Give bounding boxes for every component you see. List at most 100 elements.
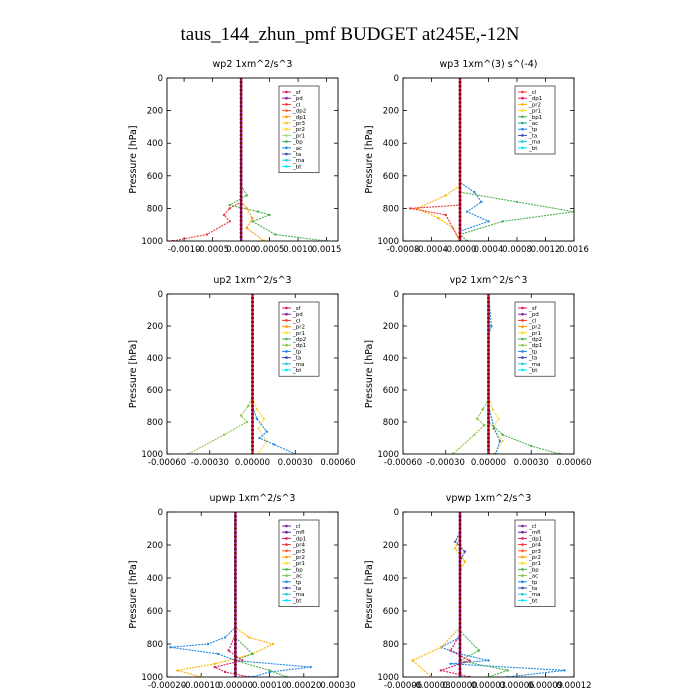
x-tick-label: -0.0008	[387, 245, 420, 255]
profile-marker	[251, 408, 254, 412]
profile-marker	[234, 642, 237, 646]
profile-marker	[239, 202, 243, 206]
series-line	[452, 294, 490, 454]
legend-marker	[285, 580, 288, 584]
profile-marker	[487, 368, 490, 372]
series-point	[257, 427, 260, 430]
profile-marker	[234, 580, 237, 584]
y-tick-label: 400	[147, 354, 163, 364]
profile-marker	[458, 539, 462, 543]
series-point	[408, 207, 412, 210]
profile-marker	[487, 428, 490, 432]
legend-label: _tp	[528, 349, 538, 355]
legend-label: _pr3	[292, 121, 306, 127]
profile-marker	[458, 617, 462, 621]
legend-label: _mfl	[528, 530, 541, 536]
profile-marker	[239, 186, 243, 190]
y-tick-label: 200	[383, 322, 399, 332]
legend-label: _pr1	[528, 109, 541, 115]
series-point	[251, 652, 254, 656]
profile-marker	[234, 576, 237, 580]
profile-marker	[458, 605, 462, 609]
profile-marker	[251, 360, 254, 364]
series-line	[458, 512, 510, 677]
x-tick-label: 0.0008	[502, 245, 532, 255]
series-point	[206, 642, 210, 646]
legend-marker	[521, 592, 524, 596]
profile-marker	[458, 535, 462, 539]
legend-marker	[285, 592, 288, 596]
series-point	[262, 417, 266, 420]
y-tick-label: 200	[147, 107, 163, 117]
series-point	[530, 444, 533, 448]
profile-marker	[251, 300, 254, 304]
profile-marker	[458, 584, 462, 588]
series-point	[223, 636, 227, 639]
profile-marker	[458, 101, 462, 104]
profile-marker	[487, 420, 490, 424]
legend-label: _pr3	[292, 549, 306, 555]
profile-marker	[239, 162, 243, 166]
profile-marker	[458, 137, 462, 141]
x-tick-label: 0.0000	[226, 245, 256, 255]
profile-marker	[458, 523, 462, 526]
profile-marker	[251, 344, 254, 348]
profile-marker	[239, 198, 243, 202]
series-line	[415, 78, 461, 241]
profile-marker	[251, 356, 254, 360]
profile-marker	[251, 412, 254, 416]
profile-marker	[234, 605, 237, 609]
x-tick-label: -0.00020	[148, 681, 186, 691]
profile-marker	[458, 227, 462, 231]
series-point	[465, 210, 469, 213]
profile-marker	[239, 129, 243, 133]
profile-marker	[458, 154, 462, 157]
series-point	[449, 662, 452, 665]
profile-marker	[458, 133, 462, 137]
series-point	[437, 217, 440, 220]
series-point	[454, 540, 457, 543]
legend-marker	[285, 127, 288, 131]
legend-label: _pr2	[528, 555, 541, 561]
legend-label: _pr4	[292, 543, 306, 549]
profile-marker	[251, 336, 254, 340]
x-tick-label: 0.0004	[474, 245, 504, 255]
legend-label: _pr1	[292, 133, 305, 139]
profile-marker	[239, 207, 243, 210]
x-tick-label: 0.00000	[442, 681, 477, 691]
series-point	[169, 646, 172, 649]
profile-marker	[251, 384, 254, 388]
legend-label: _bp	[528, 567, 539, 573]
legend-marker	[285, 337, 288, 341]
legend-label: _ma	[292, 592, 304, 598]
legend-marker	[521, 96, 524, 100]
legend-marker	[521, 109, 524, 112]
profile-marker	[458, 564, 462, 567]
profile-marker	[458, 125, 462, 129]
plot-area	[169, 512, 312, 677]
legend-marker	[521, 574, 524, 577]
profile-marker	[458, 572, 462, 576]
legend-marker	[521, 134, 524, 137]
legend-label: _tp	[528, 580, 538, 586]
x-tick-label: 0.0005	[255, 245, 285, 255]
y-tick-label: 1000	[141, 673, 163, 683]
profile-marker	[458, 84, 462, 88]
legend-label: _cl	[528, 90, 537, 96]
profile-marker	[487, 416, 490, 420]
series-point	[268, 213, 271, 217]
series-point	[245, 194, 248, 197]
profile-marker	[239, 80, 243, 84]
series-point	[265, 430, 268, 433]
y-tick-label: 800	[147, 204, 163, 214]
profile-marker	[234, 527, 237, 530]
profile-marker	[234, 543, 237, 547]
profile-marker	[458, 109, 462, 112]
profile-marker	[458, 80, 462, 84]
profile-marker	[458, 170, 462, 174]
legend-marker	[521, 306, 524, 310]
x-tick-label: 0.00030	[514, 458, 549, 468]
profile-marker	[458, 646, 462, 650]
legend-marker	[285, 537, 288, 540]
series-line	[177, 512, 275, 677]
